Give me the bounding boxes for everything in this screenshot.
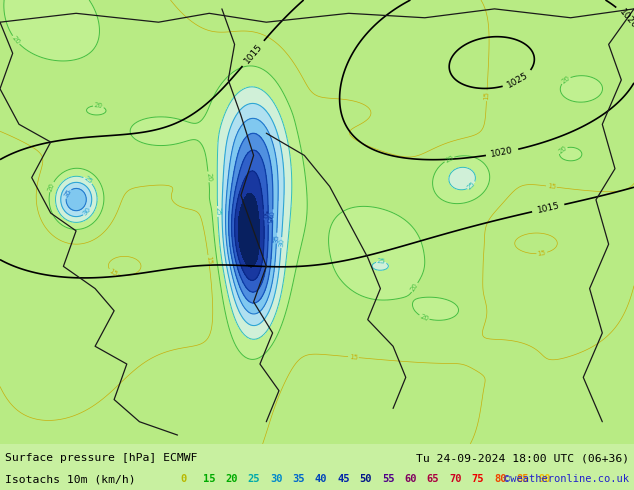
Text: 55: 55 xyxy=(382,474,394,485)
Text: 20: 20 xyxy=(419,313,429,322)
Text: 30: 30 xyxy=(82,206,93,217)
Text: 1020: 1020 xyxy=(618,7,634,30)
Text: 25: 25 xyxy=(467,181,477,191)
Text: 30: 30 xyxy=(270,474,283,485)
Text: 20: 20 xyxy=(410,282,420,293)
Text: 15: 15 xyxy=(205,256,212,265)
Text: 20: 20 xyxy=(560,75,571,85)
Text: 20: 20 xyxy=(11,35,21,46)
Text: 20: 20 xyxy=(557,145,568,154)
Text: 60: 60 xyxy=(404,474,417,485)
Text: 45: 45 xyxy=(337,474,350,485)
Text: 1015: 1015 xyxy=(242,42,264,65)
Text: 20: 20 xyxy=(205,172,212,182)
Text: 20: 20 xyxy=(94,102,103,110)
Text: 25: 25 xyxy=(377,258,386,265)
Text: Surface pressure [hPa] ECMWF: Surface pressure [hPa] ECMWF xyxy=(5,453,198,463)
Text: 30: 30 xyxy=(278,238,285,247)
Text: 25: 25 xyxy=(215,207,221,216)
Text: 35: 35 xyxy=(273,234,280,243)
Text: 40: 40 xyxy=(315,474,327,485)
Text: 75: 75 xyxy=(472,474,484,485)
Text: 35: 35 xyxy=(63,188,72,199)
Text: 20: 20 xyxy=(47,182,56,192)
Text: 25: 25 xyxy=(248,474,261,485)
Text: 85: 85 xyxy=(516,474,529,485)
Text: 0: 0 xyxy=(181,474,187,485)
Text: 80: 80 xyxy=(494,474,507,485)
Text: 90: 90 xyxy=(539,474,551,485)
Text: 50: 50 xyxy=(359,474,372,485)
Text: 15: 15 xyxy=(349,354,358,361)
Text: 70: 70 xyxy=(450,474,462,485)
Text: 15: 15 xyxy=(203,474,216,485)
Text: 15: 15 xyxy=(547,183,556,190)
Text: 15: 15 xyxy=(484,91,490,100)
Text: 15: 15 xyxy=(537,250,547,257)
Text: 35: 35 xyxy=(292,474,305,485)
Text: 40: 40 xyxy=(269,210,276,219)
Text: 45: 45 xyxy=(265,215,271,223)
Text: Isotachs 10m (km/h): Isotachs 10m (km/h) xyxy=(5,474,136,485)
Text: 1020: 1020 xyxy=(490,146,514,159)
Text: 1015: 1015 xyxy=(536,201,560,215)
Text: 20: 20 xyxy=(226,474,238,485)
Text: 1025: 1025 xyxy=(506,71,530,90)
Text: 65: 65 xyxy=(427,474,439,485)
Text: 50: 50 xyxy=(261,210,267,220)
Text: 20: 20 xyxy=(444,154,455,164)
Text: Tu 24-09-2024 18:00 UTC (06+36): Tu 24-09-2024 18:00 UTC (06+36) xyxy=(416,453,629,463)
Text: 25: 25 xyxy=(83,175,93,185)
Text: 15: 15 xyxy=(108,268,119,277)
Text: ©weatheronline.co.uk: ©weatheronline.co.uk xyxy=(504,474,629,485)
